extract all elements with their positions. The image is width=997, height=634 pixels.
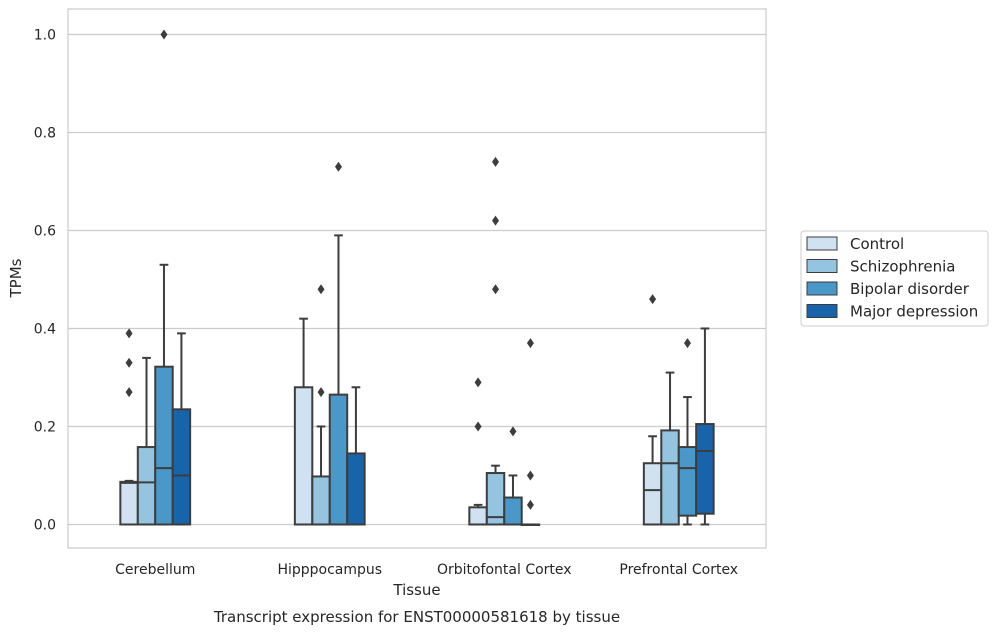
box-body — [328, 393, 349, 526]
box-prefrontal-cortex-bipolar-disorder — [677, 338, 698, 526]
box-body — [503, 496, 523, 526]
x-tick-labels: Cerebellum Hipppocampus Orbitofontal Corte… — [115, 562, 738, 578]
box-hipppocampus-schizophrenia — [311, 284, 331, 526]
outlier-point — [526, 499, 534, 510]
legend-swatch — [806, 281, 838, 296]
y-tick-labels: 0.0 0.2 0.4 0.6 0.8 1.0 — [34, 27, 56, 533]
box-cerebellum-control — [119, 328, 139, 526]
plot-marks — [119, 29, 715, 526]
x-tick-label: Orbitofontal Cortex — [437, 562, 572, 578]
outlier-point — [526, 338, 534, 349]
outlier-point — [492, 284, 500, 295]
y-tick-label: 0.2 — [34, 419, 56, 435]
box-cerebellum-major-depression — [171, 332, 192, 526]
box-body — [677, 446, 698, 517]
legend-frame — [800, 230, 989, 327]
box-body — [346, 452, 366, 526]
legend-swatch — [806, 304, 838, 318]
legend-label: Bipolar disorder — [850, 280, 970, 298]
box-hipppocampus-control — [293, 317, 314, 526]
y-tick-label: 0.8 — [34, 125, 56, 141]
box-orbitofontal-cortex-major-depression — [520, 338, 541, 526]
legend-label: Major depression — [850, 303, 978, 321]
outlier-point — [317, 284, 325, 295]
legend-swatch — [806, 259, 838, 273]
outlier-point — [125, 328, 133, 339]
legend-swatch — [806, 236, 838, 251]
outlier-point — [317, 387, 325, 398]
box-body — [642, 462, 663, 526]
box-body — [119, 480, 139, 526]
box-body — [695, 423, 715, 515]
outlier-point — [649, 294, 657, 305]
x-tick-label: Cerebellum — [115, 562, 195, 578]
outlier-point — [492, 215, 500, 226]
outlier-point — [474, 421, 482, 432]
y-tick-label: 1.0 — [34, 27, 56, 43]
legend-label: Schizophrenia — [850, 258, 955, 276]
y-tick-label: 0.0 — [34, 517, 56, 533]
box-orbitofontal-cortex-bipolar-disorder — [503, 426, 523, 526]
box-body — [293, 386, 314, 526]
outlier-point — [474, 377, 482, 388]
box-prefrontal-cortex-major-depression — [695, 327, 715, 526]
box-body — [468, 506, 488, 526]
outlier-point — [334, 161, 342, 172]
outlier-point — [160, 29, 168, 40]
outlier-point — [125, 357, 133, 368]
box-body — [136, 446, 157, 526]
x-axis-title: Tissue — [392, 581, 440, 599]
x-tick-label: Hipppocampus — [277, 562, 382, 578]
box-body — [311, 475, 331, 526]
box-prefrontal-cortex-schizophrenia — [660, 371, 680, 526]
legend: Control Schizophrenia Bipolar disorder Majo… — [800, 230, 989, 327]
outlier-point — [492, 156, 500, 167]
outlier-point — [526, 470, 534, 481]
y-tick-label: 0.4 — [34, 321, 56, 337]
outlier-point — [509, 426, 517, 437]
box-body — [154, 365, 174, 526]
outlier-point — [125, 387, 133, 398]
y-tick-label: 0.6 — [34, 223, 56, 239]
box-body — [171, 408, 192, 526]
y-axis-title: TPMs — [7, 258, 25, 298]
box-hipppocampus-major-depression — [346, 386, 366, 526]
box-body — [660, 429, 680, 526]
chart-caption: Transcript expression for ENST0000058161… — [213, 608, 620, 626]
x-tick-label: Prefrontal Cortex — [619, 562, 738, 578]
plot-frame — [67, 8, 767, 549]
legend-label: Control — [850, 235, 904, 253]
outlier-point — [683, 338, 691, 349]
